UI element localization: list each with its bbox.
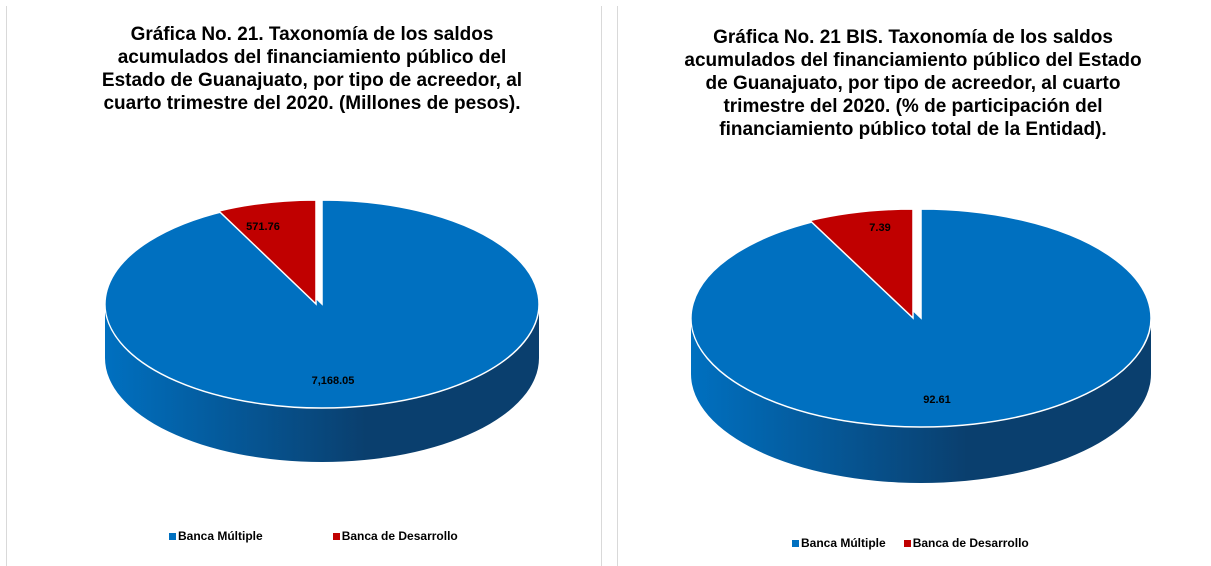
pie-chart-left: 7,168.05 571.76 [104, 199, 540, 462]
chart-title: Gráfica No. 21. Taxonomía de los saldos … [101, 24, 523, 114]
legend-item-banca-desarrollo: Banca de Desarrollo [332, 529, 458, 543]
data-label-banca-desarrollo: 7.39 [869, 222, 890, 234]
legend-swatch-banca-desarrollo [332, 532, 340, 540]
legend-swatch-banca-desarrollo [903, 539, 911, 547]
chart-panel-left: Gráfica No. 21. Taxonomía de los saldos … [6, 6, 602, 566]
legend-item-banca-desarrollo: Banca de Desarrollo [903, 536, 1029, 550]
data-label-banca-desarrollo: 571.76 [246, 221, 280, 233]
legend-item-banca-multiple: Banca Múltiple [169, 529, 263, 543]
legend-label-banca-multiple: Banca Múltiple [178, 529, 263, 543]
data-label-banca-multiple: 7,168.05 [312, 375, 355, 387]
legend-right: Banca Múltiple Banca de Desarrollo [792, 536, 1029, 550]
legend-left: Banca Múltiple Banca de Desarrollo [169, 529, 458, 543]
pie-slice-banca-desarrollo [808, 208, 914, 320]
legend-label-banca-multiple: Banca Múltiple [801, 536, 886, 550]
legend-label-banca-desarrollo: Banca de Desarrollo [341, 529, 458, 543]
pie-chart-right: 92.61 7.39 [690, 208, 1152, 483]
legend-swatch-banca-multiple [169, 532, 176, 540]
chart-title: Gráfica No. 21 BIS. Taxonomía de los sal… [684, 27, 1142, 140]
legend-label-banca-desarrollo: Banca de Desarrollo [912, 536, 1029, 550]
pie-slice-banca-desarrollo [217, 199, 317, 306]
legend-item-banca-multiple: Banca Múltiple [792, 536, 886, 550]
legend-swatch-banca-multiple [792, 539, 799, 547]
data-label-banca-multiple: 92.61 [923, 394, 951, 406]
pie-side-banca-multiple [105, 304, 539, 462]
pie-slice-banca-multiple [690, 208, 1152, 428]
chart-panel-right: Gráfica No. 21 BIS. Taxonomía de los sal… [617, 6, 1211, 566]
pie-side-banca-multiple [691, 318, 1151, 483]
pie-slice-banca-multiple [104, 199, 540, 409]
